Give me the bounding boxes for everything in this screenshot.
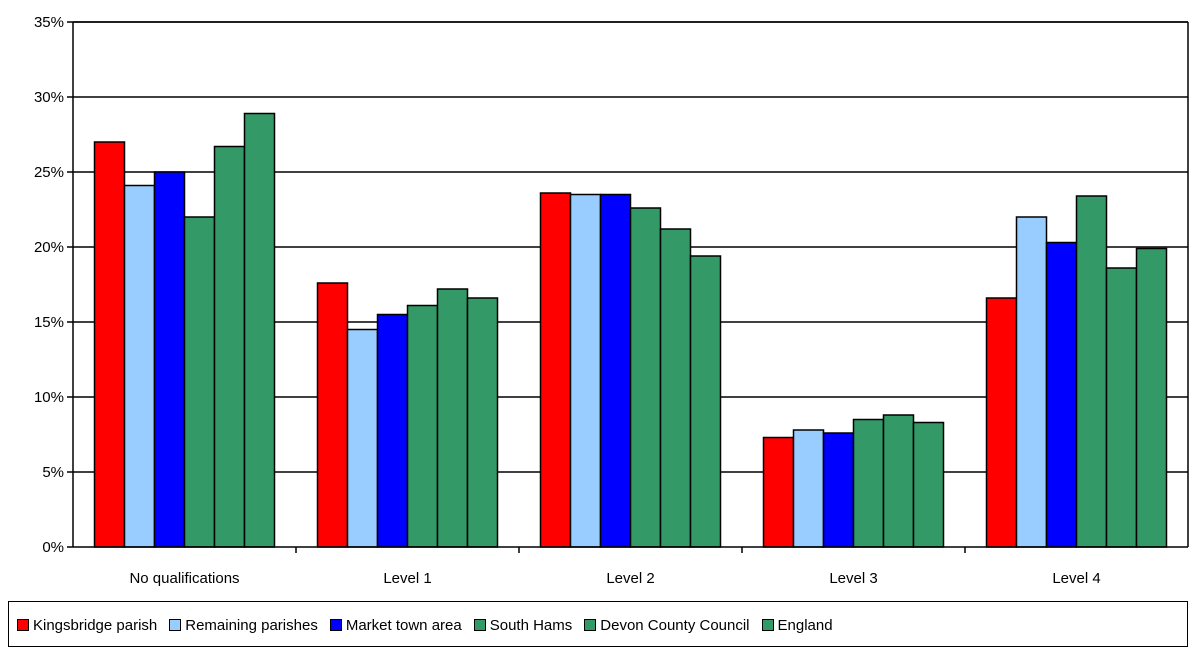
bar: [436, 288, 469, 548]
bar: [183, 216, 216, 548]
legend-swatch: [169, 619, 182, 631]
legend-swatch: [329, 619, 342, 631]
bar: [792, 429, 825, 548]
legend-item: England: [761, 616, 833, 634]
bar: [912, 421, 945, 548]
legend-swatch: [584, 619, 597, 631]
bar: [1075, 195, 1108, 548]
y-tick-label: 20%: [34, 239, 64, 256]
y-tick-label: 0%: [42, 539, 64, 556]
x-tick-label: Level 1: [383, 570, 431, 587]
bar: [882, 414, 915, 548]
bar: [689, 255, 722, 548]
legend-swatch: [17, 619, 29, 631]
x-tick-label: Level 4: [1052, 570, 1100, 587]
y-tick-label: 5%: [42, 464, 64, 481]
bar: [599, 193, 632, 548]
legend-item: Devon County Council: [584, 616, 750, 634]
x-tick-label: Level 3: [829, 570, 877, 587]
bar: [123, 184, 156, 548]
bar: [985, 297, 1018, 548]
legend-label: Kingsbridge parish: [33, 616, 158, 634]
bar: [93, 141, 126, 548]
bar: [1015, 216, 1048, 548]
bar: [406, 304, 439, 548]
legend-item: Market town area: [329, 616, 462, 634]
legend-swatch: [473, 619, 486, 631]
legend-label: England: [777, 616, 833, 634]
legend-item: Kingsbridge parish: [17, 617, 157, 634]
bar: [153, 171, 186, 548]
bar: [466, 297, 499, 548]
y-tick-label: 25%: [34, 164, 64, 181]
bar: [1105, 267, 1138, 548]
y-tick-label: 15%: [34, 314, 64, 331]
bar: [762, 436, 795, 548]
y-tick-label: 30%: [34, 89, 64, 106]
legend-label: Market town area: [345, 616, 462, 634]
x-tick-label: No qualifications: [129, 570, 239, 587]
legend-label: Remaining parishes: [185, 616, 318, 634]
x-tick-label: Level 2: [606, 570, 654, 587]
legend-items: Kingsbridge parish Remaining parishes Mark…: [17, 602, 845, 648]
bar: [569, 193, 602, 548]
legend-item: South Hams: [473, 616, 573, 634]
chart-legend: Kingsbridge parish Remaining parishes Mark…: [8, 601, 1188, 647]
y-tick-label: 10%: [34, 389, 64, 406]
legend-label: South Hams: [489, 616, 573, 634]
bar: [1135, 247, 1168, 548]
legend-label: Devon County Council: [600, 616, 750, 634]
bar: [376, 313, 409, 548]
bar: [852, 418, 885, 548]
bar: [213, 145, 246, 548]
bar-chart: 0% 5% 10% 15% 20% 25% 30% 35% No qualifications L…: [34, 14, 1189, 587]
bar: [243, 112, 276, 548]
bar: [1045, 241, 1078, 548]
legend-item: Remaining parishes: [169, 617, 318, 634]
bar: [316, 282, 349, 548]
legend-swatch: [761, 619, 774, 631]
bar: [659, 228, 692, 548]
bar: [346, 328, 379, 548]
bar: [629, 207, 662, 548]
bar: [822, 432, 855, 548]
bar: [539, 192, 572, 548]
y-tick-label: 35%: [34, 14, 64, 31]
